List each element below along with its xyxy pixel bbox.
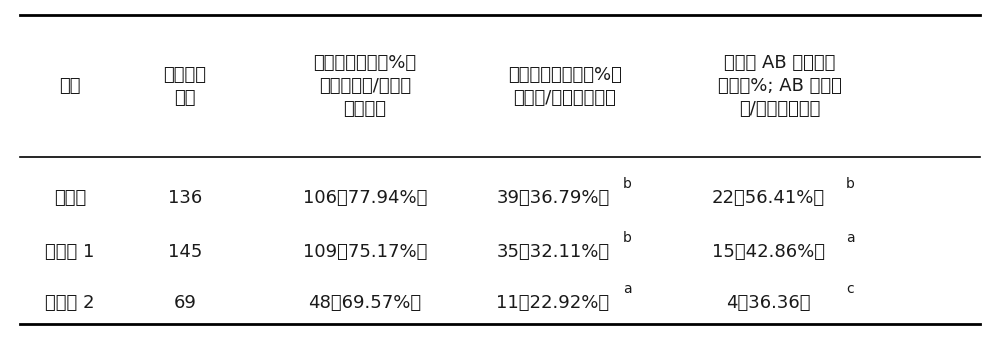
Text: a: a xyxy=(623,282,631,296)
Text: 对照组 2: 对照组 2 xyxy=(45,293,95,312)
Text: 109（75.17%）: 109（75.17%） xyxy=(303,243,427,261)
Text: 总卵母细
胞数: 总卵母细 胞数 xyxy=(164,66,207,107)
Text: 对照组 1: 对照组 1 xyxy=(45,243,95,261)
Text: 11（22.92%）: 11（22.92%） xyxy=(496,293,610,312)
Text: 处理组: 处理组 xyxy=(54,189,86,207)
Text: 35（32.11%）: 35（32.11%） xyxy=(496,243,610,261)
Text: 106（77.94%）: 106（77.94%） xyxy=(303,189,427,207)
Text: b: b xyxy=(623,177,631,191)
Text: 145: 145 xyxy=(168,243,202,261)
Text: c: c xyxy=(846,282,854,296)
Text: a: a xyxy=(846,231,854,245)
Text: 39（36.79%）: 39（36.79%） xyxy=(496,189,610,207)
Text: 48（69.57%）: 48（69.57%） xyxy=(308,293,422,312)
Text: 136: 136 xyxy=(168,189,202,207)
Text: 69: 69 xyxy=(174,293,196,312)
Text: 15（42.86%）: 15（42.86%） xyxy=(712,243,824,261)
Text: b: b xyxy=(623,231,631,245)
Text: 组别: 组别 xyxy=(59,77,81,95)
Text: b: b xyxy=(846,177,854,191)
Text: 22（56.41%）: 22（56.41%） xyxy=(711,189,825,207)
Text: 4（36.36）: 4（36.36） xyxy=(726,293,810,312)
Text: 第七天囊胚数（率%；
囊胚数/卵裂胚胎数）: 第七天囊胚数（率%； 囊胚数/卵裂胚胎数） xyxy=(508,66,622,107)
Text: 第七天 AB 级别囊胚
数（率%; AB 级囊胚
数/囊胚胚胎数）: 第七天 AB 级别囊胚 数（率%; AB 级囊胚 数/囊胚胚胎数） xyxy=(718,54,842,118)
Text: 卵裂胚胎数（率%；
卵裂胚胎数/总卵母
细胞数）: 卵裂胚胎数（率%； 卵裂胚胎数/总卵母 细胞数） xyxy=(313,54,417,118)
